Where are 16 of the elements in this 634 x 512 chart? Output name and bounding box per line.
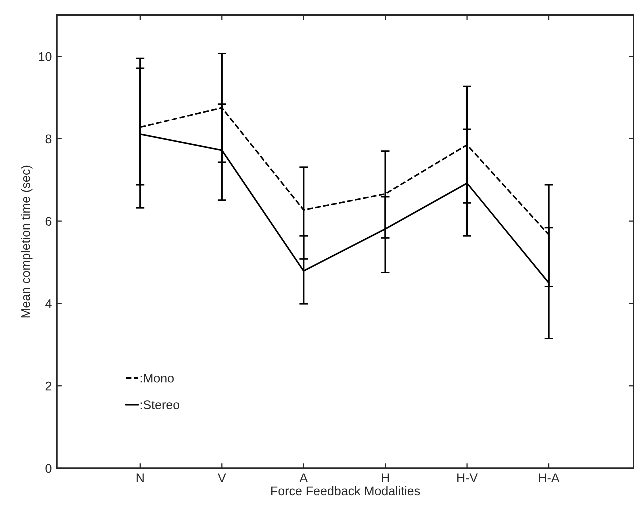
x-tick-label: H-A [539, 474, 560, 482]
y-tick-label: 4 [46, 300, 52, 308]
x-tick-label: N [136, 474, 144, 482]
x-tick-label: H [382, 474, 390, 482]
legend-label: :Mono [140, 374, 174, 383]
y-tick-label: 0 [46, 464, 52, 474]
y-tick-label: 8 [46, 134, 52, 144]
y-axis-title: Mean completion time (sec) [21, 166, 33, 318]
legend-label: :Stereo [140, 400, 180, 410]
x-axis-title: Force Feedback Modalities [272, 486, 420, 496]
y-tick-label: 10 [39, 52, 52, 62]
y-tick-label: 2 [46, 382, 52, 391]
x-tick-label: H-V [458, 474, 478, 482]
x-tick-label: A [300, 474, 308, 482]
x-tick-label: V [218, 474, 226, 482]
y-tick-label: 6 [46, 217, 52, 226]
